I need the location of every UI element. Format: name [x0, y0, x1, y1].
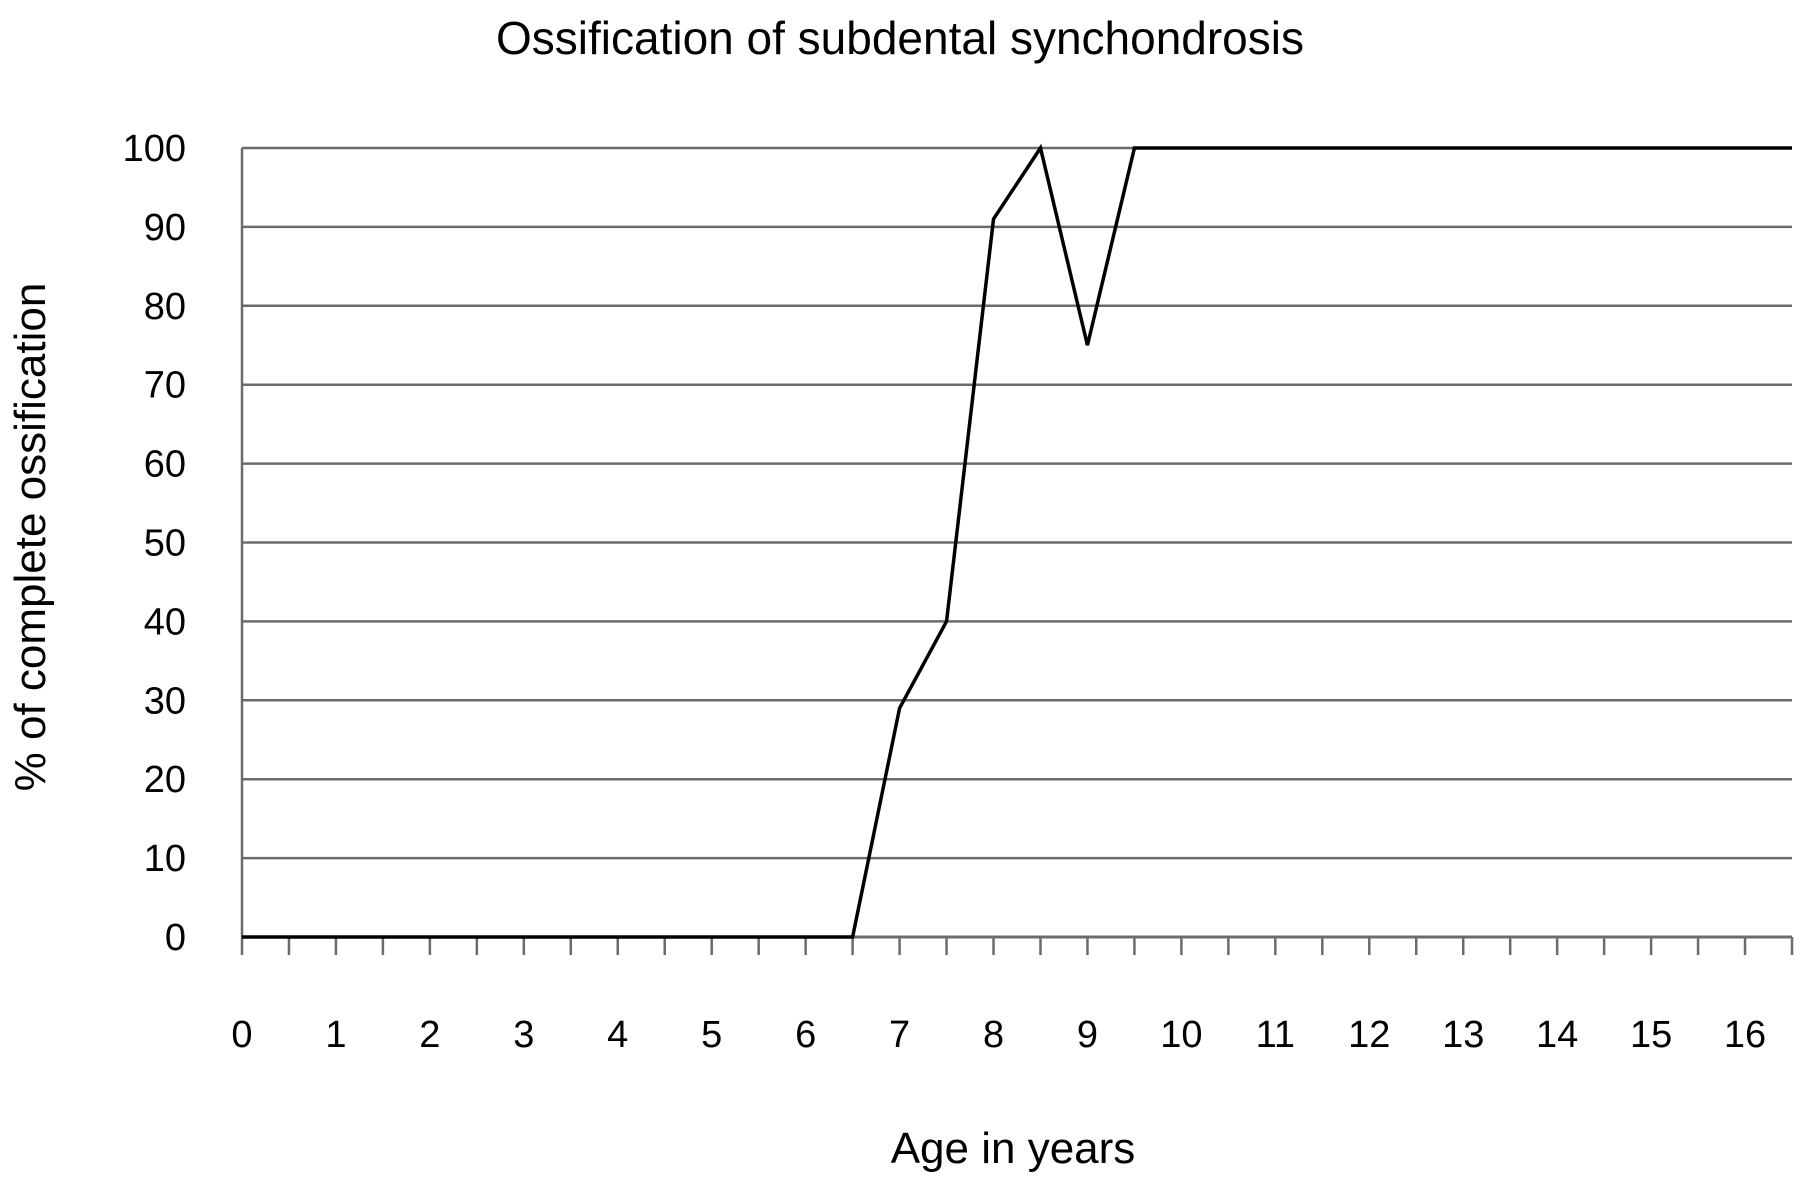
- x-tick-label: 10: [1160, 1014, 1202, 1056]
- y-tick-label: 10: [144, 838, 186, 880]
- x-tick-label: 1: [325, 1014, 346, 1056]
- x-tick-label: 15: [1630, 1014, 1672, 1056]
- y-tick-label: 90: [144, 207, 186, 249]
- x-tick-label: 3: [513, 1014, 534, 1056]
- x-tick-label: 12: [1348, 1014, 1390, 1056]
- x-tick-label: 2: [419, 1014, 440, 1056]
- y-tick-label: 50: [144, 523, 186, 565]
- y-tick-label: 100: [123, 128, 186, 170]
- x-tick-label: 4: [607, 1014, 628, 1056]
- x-tick-label: 8: [983, 1014, 1004, 1056]
- x-tick-label: 11: [1256, 1014, 1295, 1056]
- x-axis-title: Age in years: [891, 1124, 1136, 1173]
- y-tick-label: 0: [165, 917, 186, 959]
- x-tick-label: 13: [1442, 1014, 1484, 1056]
- series-line-0: [242, 143, 1792, 939]
- y-tick-label: 20: [144, 759, 186, 801]
- y-axis-ticks: 0 10 20 30 40 50 60 70 80 90 100: [123, 128, 186, 959]
- x-tick-label: 14: [1536, 1014, 1578, 1056]
- y-tick-label: 60: [144, 444, 186, 486]
- x-tick-label: 0: [231, 1014, 252, 1056]
- y-axis-title: % of complete ossification: [6, 283, 55, 792]
- x-tick-label: 6: [795, 1014, 816, 1056]
- chart-title: Ossification of subdental synchondrosis: [496, 12, 1304, 64]
- series-group: [242, 143, 1792, 939]
- x-tick-label: 16: [1724, 1014, 1766, 1056]
- y-tick-label: 80: [144, 286, 186, 328]
- x-axis-ticks: 0 1 2 3 4 5 6 7 8 9 10 11 12 13 14 15 16: [231, 937, 1794, 1056]
- x-tick-label: 9: [1077, 1014, 1098, 1056]
- y-tick-label: 40: [144, 601, 186, 643]
- gridlines: [242, 146, 1792, 860]
- x-tick-label: 7: [889, 1014, 910, 1056]
- y-tick-label: 70: [144, 365, 186, 407]
- x-tick-label: 5: [701, 1014, 722, 1056]
- y-tick-label: 30: [144, 680, 186, 722]
